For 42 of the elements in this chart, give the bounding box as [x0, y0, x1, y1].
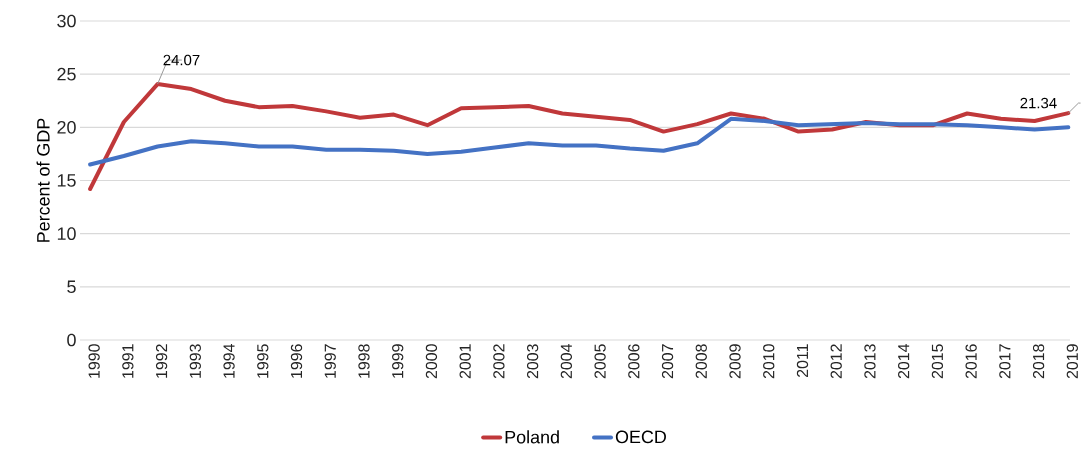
x-tick-label: 1990 — [88, 344, 100, 378]
y-tick-label: 25 — [57, 67, 76, 81]
y-tick-label: 5 — [67, 280, 76, 294]
annotation: 24.07 — [163, 54, 200, 66]
legend-label: Poland — [505, 430, 559, 444]
x-tick-label: 2009 — [729, 344, 741, 379]
x-tick-label: 1998 — [358, 344, 370, 378]
annotation: 21.34 — [1020, 97, 1057, 109]
x-tick-label: 2005 — [594, 344, 606, 379]
x-tick-label: 2004 — [560, 344, 572, 379]
x-tick-label: 2012 — [830, 344, 842, 379]
y-tick-label: 20 — [57, 120, 76, 134]
x-tick-label: 2000 — [425, 344, 438, 379]
y-tick-label: 0 — [67, 333, 76, 347]
y-tick-label: 30 — [57, 14, 76, 28]
x-tick-label: 1995 — [257, 344, 269, 378]
x-tick-label: 2015 — [931, 344, 944, 379]
x-tick-label: 2002 — [493, 344, 505, 379]
x-tick-label: 2010 — [763, 344, 775, 379]
x-tick-label: 1993 — [189, 344, 201, 378]
y-tick-label: 15 — [57, 174, 76, 187]
x-tick-label: 2019 — [1066, 344, 1078, 379]
x-tick-label: 2014 — [898, 344, 910, 379]
x-tick-label: 2018 — [1032, 344, 1045, 379]
x-tick-label: 1991 — [122, 344, 134, 378]
x-tick-label: 1992 — [155, 344, 168, 378]
x-tick-label: 2006 — [628, 344, 640, 379]
x-tick-label: 2013 — [864, 344, 876, 379]
x-tick-label: 2011 — [796, 344, 809, 377]
y-axis-title: Percent of GDP — [36, 118, 50, 242]
x-tick-label: 2007 — [661, 344, 674, 379]
x-tick-label: 1994 — [223, 344, 235, 378]
x-tick-label: 2008 — [695, 344, 707, 379]
x-tick-label: 2003 — [526, 344, 539, 379]
x-tick-label: 2017 — [999, 344, 1011, 379]
x-tick-label: 2001 — [459, 344, 471, 379]
y-tick-label: 10 — [57, 227, 76, 241]
x-tick-label: 1999 — [392, 344, 404, 378]
legend-label: OECD — [615, 430, 666, 444]
x-tick-label: 1997 — [324, 344, 336, 378]
x-tick-label: 1996 — [290, 344, 303, 378]
x-tick-label: 2016 — [965, 344, 977, 379]
